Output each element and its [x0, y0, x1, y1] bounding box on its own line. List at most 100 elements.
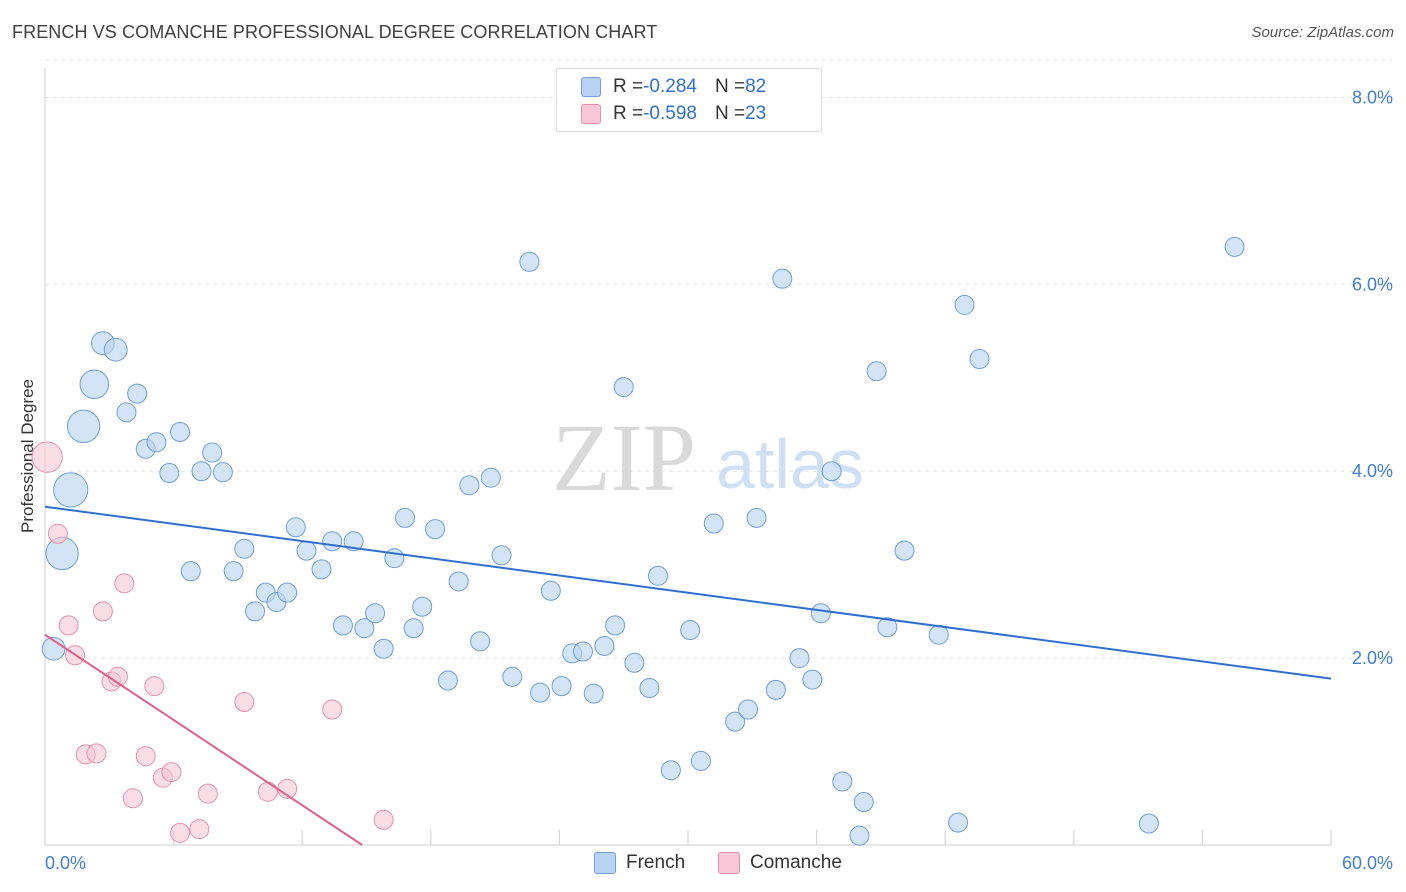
french-point	[403, 618, 424, 639]
y-tick-label-4: 4.0%	[1352, 461, 1393, 481]
french-point	[680, 620, 701, 641]
watermark-atlas: atlas	[716, 425, 864, 503]
french-point	[212, 462, 233, 483]
french-point	[127, 383, 148, 404]
french-point	[502, 666, 523, 687]
french-point	[738, 699, 759, 720]
french-r-value: -0.284	[643, 76, 697, 97]
french-trend-line	[44, 505, 1332, 680]
french-swatch	[581, 77, 601, 97]
french-point	[821, 461, 842, 482]
french-point	[245, 601, 266, 622]
comanche-point	[58, 615, 79, 636]
french-point	[703, 513, 724, 534]
tick-labels: 2.0% 4.0% 6.0% 8.0% 0.0% 60.0%	[45, 87, 1393, 873]
french-point	[639, 678, 660, 698]
chart-title: FRENCH VS COMANCHE PROFESSIONAL DEGREE C…	[12, 22, 658, 42]
comanche-point	[31, 441, 63, 473]
comanche-point	[322, 699, 343, 720]
french-point	[234, 538, 255, 559]
french-point	[322, 531, 343, 552]
french-point	[480, 467, 501, 488]
french-point	[437, 670, 458, 691]
comanche-trend-line	[44, 633, 363, 846]
french-legend-label: French	[626, 852, 686, 873]
french-point	[146, 432, 167, 453]
french-point	[191, 461, 212, 482]
legend-row-comanche: R = -0.598 N = 23	[581, 101, 766, 127]
french-point	[690, 750, 711, 771]
comanche-swatch	[581, 104, 601, 124]
french-n-label: N =	[714, 76, 746, 97]
comanche-point	[170, 822, 191, 843]
trend-lines	[44, 505, 1332, 846]
french-point	[853, 792, 874, 813]
french-point	[572, 641, 593, 662]
comanche-n-label: N =	[714, 103, 746, 124]
french-point	[802, 669, 823, 690]
french-point	[969, 349, 990, 370]
comanche-point	[257, 781, 278, 802]
french-point	[343, 531, 364, 552]
french-point	[948, 812, 969, 833]
y-tick-label-6: 6.0%	[1352, 274, 1393, 294]
y-tick-label-2: 2.0%	[1352, 648, 1393, 668]
legend-item-french[interactable]: French	[594, 852, 685, 874]
french-point	[53, 472, 89, 508]
french-point	[849, 825, 870, 846]
french-point	[277, 582, 298, 603]
french-point	[613, 377, 634, 398]
french-point	[540, 580, 561, 601]
comanche-point	[197, 783, 218, 804]
french-point	[660, 760, 681, 781]
comanche-r-label: R =	[613, 103, 644, 124]
y-tick-label-8: 8.0%	[1352, 87, 1393, 107]
french-point	[412, 596, 433, 617]
comanche-point	[47, 523, 68, 544]
x-tick-label-max: 60.0%	[1342, 853, 1393, 873]
gridlines	[45, 59, 1392, 659]
french-point	[894, 540, 915, 561]
french-point	[159, 463, 180, 484]
french-point	[810, 603, 831, 624]
french-point	[332, 615, 353, 636]
watermark-zip: ZIP	[552, 404, 696, 511]
french-point	[79, 369, 110, 400]
french-point	[551, 676, 572, 697]
french-point	[519, 251, 540, 272]
french-point	[594, 635, 615, 656]
french-point	[296, 540, 317, 561]
french-legend-swatch	[594, 852, 616, 874]
comanche-points	[31, 441, 394, 843]
comanche-point	[373, 809, 394, 830]
french-point	[789, 648, 810, 669]
french-point	[624, 652, 645, 673]
french-point	[605, 615, 626, 636]
french-point	[311, 559, 332, 580]
comanche-point	[114, 573, 135, 594]
french-point	[170, 421, 191, 442]
comanche-r-value: -0.598	[643, 103, 697, 124]
french-point	[425, 519, 446, 540]
comanche-point	[161, 762, 182, 783]
comanche-legend-label: Comanche	[750, 852, 842, 873]
french-point	[66, 409, 101, 443]
french-point	[373, 638, 394, 659]
french-point	[491, 545, 512, 566]
french-point	[459, 475, 480, 496]
legend-item-comanche[interactable]: Comanche	[718, 852, 842, 874]
french-point	[832, 771, 853, 792]
french-point	[583, 683, 604, 704]
french-r-label: R =	[613, 76, 644, 97]
legend-row-french: R = -0.284 N = 82	[581, 74, 766, 100]
french-point	[448, 571, 469, 592]
french-point	[1138, 813, 1159, 834]
comanche-point	[122, 788, 143, 809]
comanche-legend-swatch	[718, 852, 740, 874]
comanche-point	[135, 746, 156, 767]
comanche-point	[234, 692, 255, 713]
french-point	[365, 603, 386, 624]
french-point	[202, 442, 223, 463]
stats-legend: R = -0.284 N = 82 R = -0.598 N = 23	[556, 68, 822, 132]
